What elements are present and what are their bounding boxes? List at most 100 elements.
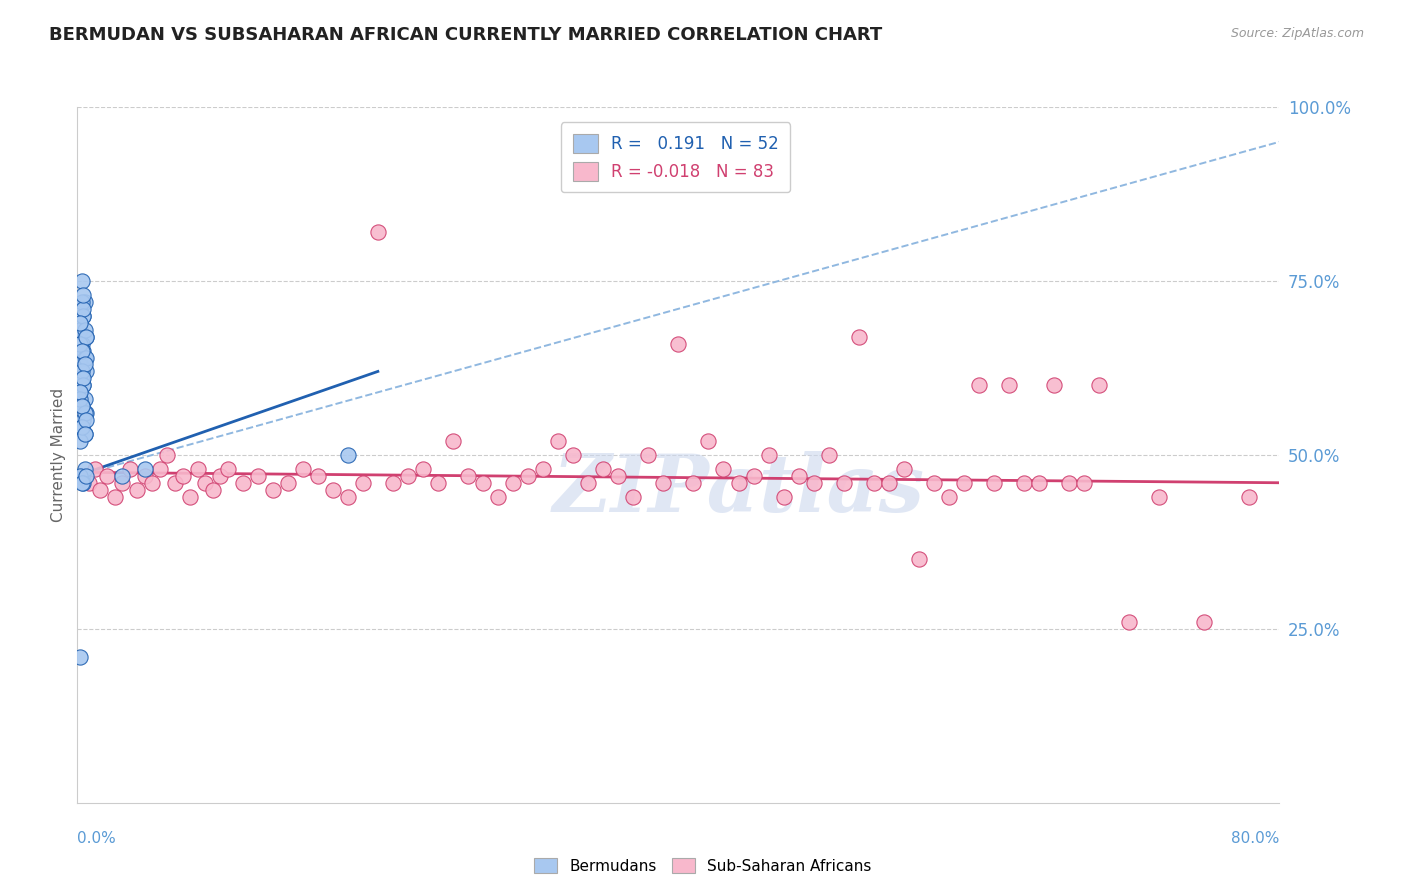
- Point: [72, 413, 94, 427]
- Point: [322, 483, 344, 497]
- Point: [848, 329, 870, 343]
- Point: [291, 462, 314, 476]
- Point: [246, 468, 269, 483]
- Point: [70, 420, 93, 434]
- Point: [69, 468, 91, 483]
- Point: [472, 475, 495, 490]
- Point: [998, 378, 1021, 392]
- Point: [70, 364, 93, 378]
- Point: [803, 475, 825, 490]
- Point: [73, 358, 96, 372]
- Point: [682, 475, 704, 490]
- Point: [396, 468, 419, 483]
- Point: [209, 468, 232, 483]
- Point: [69, 468, 91, 483]
- Point: [787, 468, 810, 483]
- Point: [69, 392, 91, 407]
- Point: [908, 552, 931, 566]
- Point: [742, 468, 765, 483]
- Point: [111, 475, 134, 490]
- Point: [367, 225, 389, 239]
- Point: [96, 468, 118, 483]
- Legend: R =   0.191   N = 52, R = -0.018   N = 83: R = 0.191 N = 52, R = -0.018 N = 83: [561, 122, 790, 193]
- Point: [73, 323, 96, 337]
- Point: [1088, 378, 1111, 392]
- Point: [547, 434, 569, 448]
- Point: [1012, 475, 1035, 490]
- Point: [69, 649, 91, 664]
- Point: [70, 274, 93, 288]
- Point: [84, 462, 107, 476]
- Point: [73, 351, 96, 365]
- Point: [1043, 378, 1066, 392]
- Point: [217, 462, 239, 476]
- Point: [427, 475, 450, 490]
- Point: [69, 358, 91, 372]
- Point: [72, 309, 94, 323]
- Point: [517, 468, 540, 483]
- Point: [621, 490, 644, 504]
- Point: [307, 468, 329, 483]
- Point: [75, 364, 97, 378]
- Point: [75, 329, 97, 343]
- Point: [172, 468, 194, 483]
- Text: BERMUDAN VS SUBSAHARAN AFRICAN CURRENTLY MARRIED CORRELATION CHART: BERMUDAN VS SUBSAHARAN AFRICAN CURRENTLY…: [49, 26, 883, 44]
- Point: [69, 323, 91, 337]
- Point: [486, 490, 509, 504]
- Text: Source: ZipAtlas.com: Source: ZipAtlas.com: [1230, 28, 1364, 40]
- Point: [104, 490, 127, 504]
- Point: [1057, 475, 1080, 490]
- Point: [186, 462, 209, 476]
- Point: [637, 448, 659, 462]
- Point: [75, 468, 97, 483]
- Point: [652, 475, 675, 490]
- Point: [72, 378, 94, 392]
- Point: [75, 329, 97, 343]
- Point: [862, 475, 884, 490]
- Point: [607, 468, 630, 483]
- Point: [727, 475, 749, 490]
- Point: [457, 468, 479, 483]
- Point: [72, 309, 94, 323]
- Point: [1118, 615, 1140, 629]
- Point: [73, 294, 96, 309]
- Point: [72, 343, 94, 358]
- Point: [179, 490, 201, 504]
- Point: [758, 448, 780, 462]
- Point: [562, 448, 585, 462]
- Text: ZIPatlas: ZIPatlas: [553, 451, 925, 528]
- Point: [70, 371, 93, 385]
- Point: [967, 378, 990, 392]
- Text: 80.0%: 80.0%: [1232, 831, 1279, 846]
- Point: [75, 406, 97, 420]
- Point: [1149, 490, 1171, 504]
- Point: [531, 462, 554, 476]
- Point: [149, 462, 172, 476]
- Point: [75, 351, 97, 365]
- Point: [832, 475, 855, 490]
- Point: [262, 483, 284, 497]
- Point: [70, 420, 93, 434]
- Point: [576, 475, 599, 490]
- Point: [772, 490, 794, 504]
- Point: [72, 475, 94, 490]
- Point: [70, 399, 93, 413]
- Point: [412, 462, 434, 476]
- Point: [592, 462, 614, 476]
- Point: [922, 475, 945, 490]
- Point: [352, 475, 374, 490]
- Point: [69, 385, 91, 400]
- Point: [73, 392, 96, 407]
- Point: [69, 316, 91, 330]
- Point: [70, 336, 93, 351]
- Point: [1028, 475, 1050, 490]
- Point: [141, 475, 163, 490]
- Point: [817, 448, 839, 462]
- Point: [73, 462, 96, 476]
- Point: [668, 336, 690, 351]
- Point: [69, 385, 91, 400]
- Point: [72, 468, 94, 483]
- Point: [713, 462, 735, 476]
- Point: [381, 475, 404, 490]
- Point: [118, 462, 141, 476]
